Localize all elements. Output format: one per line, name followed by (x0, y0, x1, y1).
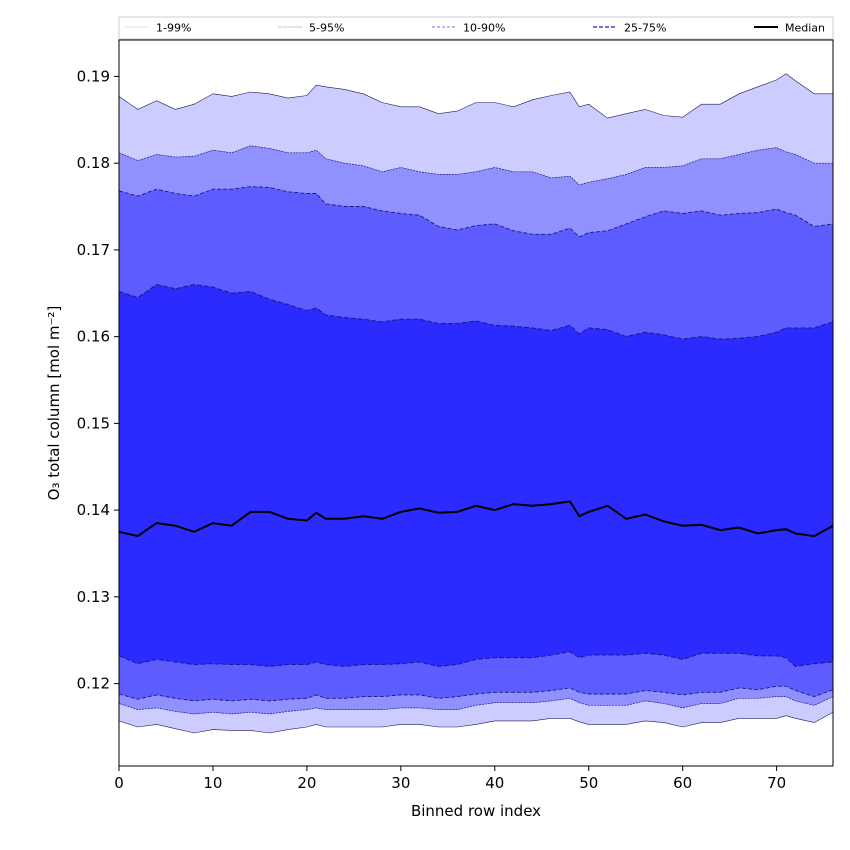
legend-label: 1-99% (156, 22, 191, 35)
legend-item-b25: 25-75% (593, 22, 666, 35)
plot-frame (118, 39, 834, 767)
band-25-75-upper-line (118, 284, 834, 340)
median-line (118, 500, 834, 538)
y-axis-label: O₃ total column [mol m⁻²] (45, 306, 63, 501)
x-tick-label: 50 (579, 774, 598, 792)
legend-item-b5: 5-95% (278, 22, 344, 35)
band-1-99-upper-line (118, 73, 833, 119)
y-tick-label: 0.16 (77, 328, 110, 346)
x-tick-label: 0 (114, 774, 124, 792)
percentile-bands (118, 73, 834, 734)
legend-label: 25-75% (624, 22, 666, 35)
legend-label: Median (785, 22, 825, 35)
y-tick-label: 0.13 (77, 588, 110, 606)
band-25-75-lower-line (118, 650, 834, 667)
legend-item-b10: 10-90% (432, 22, 505, 35)
y-tick-label: 0.18 (77, 154, 110, 172)
x-tick-label: 60 (673, 774, 692, 792)
y-tick-label: 0.19 (77, 67, 110, 85)
band-25-75 (119, 284, 833, 667)
legend: 1-99% 5-95% 10-90% 25-75% Median (118, 16, 834, 40)
x-tick-label: 70 (767, 774, 786, 792)
y-tick-label: 0.15 (77, 414, 110, 432)
band-10-90-upper-line (118, 186, 834, 238)
x-axis: 0 10 20 30 40 50 60 70 (114, 766, 786, 792)
x-tick-label: 30 (391, 774, 410, 792)
median-layer (118, 500, 834, 538)
band-5-95-upper-line (118, 145, 833, 186)
legend-box (118, 16, 834, 40)
x-tick-label: 20 (297, 774, 316, 792)
x-axis-label: Binned row index (411, 802, 541, 820)
legend-item-b1: 1-99% (125, 22, 191, 35)
y-axis: 0.12 0.13 0.14 0.15 0.16 0.17 0.18 0.19 (77, 67, 119, 693)
legend-label: 5-95% (309, 22, 344, 35)
y-tick-label: 0.12 (77, 675, 110, 693)
band-5-95-lower-line (118, 696, 834, 715)
y-tick-label: 0.17 (77, 241, 110, 259)
y-tick-label: 0.14 (77, 501, 110, 519)
x-tick-label: 40 (485, 774, 504, 792)
band-1-99-lower-line (118, 711, 834, 734)
legend-label: 10-90% (463, 22, 505, 35)
legend-item-med: Median (754, 22, 825, 35)
x-tick-label: 10 (203, 774, 222, 792)
